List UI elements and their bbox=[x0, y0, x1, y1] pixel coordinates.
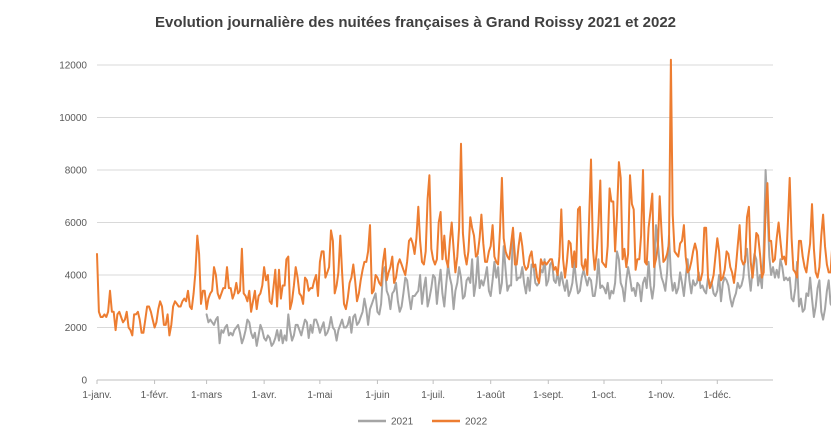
y-tick-label: 8000 bbox=[65, 166, 88, 177]
x-tick-label: 1-oct. bbox=[591, 390, 616, 401]
x-tick-label: 1-déc. bbox=[703, 390, 731, 401]
y-tick-label: 0 bbox=[81, 376, 87, 387]
legend-label-2022: 2022 bbox=[465, 417, 488, 428]
x-tick-label: 1-févr. bbox=[141, 390, 169, 401]
x-tick-label: 1-mars bbox=[191, 390, 222, 401]
y-tick-label: 12000 bbox=[59, 61, 87, 72]
y-tick-label: 2000 bbox=[65, 323, 88, 334]
x-axis-tick-labels: 1-janv. 1-févr. 1-mars 1-avr. 1-mai 1-juin 1-j… bbox=[82, 380, 731, 401]
x-tick-label: 1-avr. bbox=[252, 390, 277, 401]
y-axis-tick-labels: 0 2000 4000 6000 8000 10000 12000 bbox=[59, 61, 87, 387]
x-tick-label: 1-mai bbox=[307, 390, 332, 401]
series-line-2021 bbox=[205, 169, 831, 347]
series-lines bbox=[96, 58, 831, 347]
x-tick-label: 1-sept. bbox=[533, 390, 564, 401]
x-tick-label: 1-juil. bbox=[421, 390, 445, 401]
x-tick-label: 1-nov. bbox=[648, 390, 675, 401]
x-tick-label: 1-janv. bbox=[82, 390, 111, 401]
y-tick-label: 6000 bbox=[65, 218, 88, 229]
y-tick-label: 4000 bbox=[65, 271, 88, 282]
legend-label-2021: 2021 bbox=[391, 417, 414, 428]
x-tick-label: 1-août bbox=[477, 390, 506, 401]
y-tick-label: 10000 bbox=[59, 113, 87, 124]
x-tick-label: 1-juin bbox=[365, 390, 389, 401]
series-line-2022 bbox=[96, 58, 831, 337]
chart-title: Evolution journalière des nuitées frança… bbox=[154, 14, 677, 31]
legend: 2021 2022 bbox=[358, 417, 488, 428]
